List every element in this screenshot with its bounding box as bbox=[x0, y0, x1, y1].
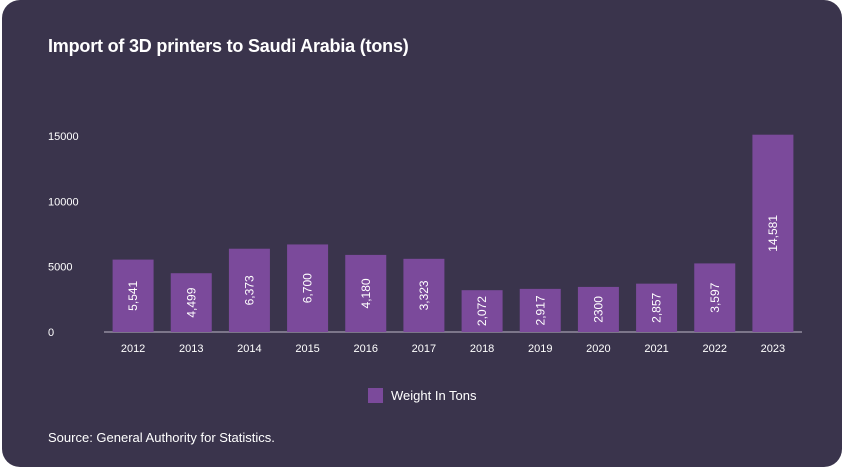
x-tick-label: 2022 bbox=[703, 343, 727, 355]
bar-data-label: 2,917 bbox=[533, 295, 547, 325]
y-tick-label: 5000 bbox=[48, 262, 72, 274]
x-tick-label: 2014 bbox=[237, 343, 261, 355]
legend-label: Weight In Tons bbox=[391, 388, 477, 403]
bar bbox=[228, 248, 270, 332]
bar bbox=[636, 283, 678, 332]
y-tick-label: 10000 bbox=[48, 196, 79, 208]
x-tick-label: 2023 bbox=[761, 343, 785, 355]
bar-data-label: 14,581 bbox=[766, 215, 780, 252]
x-tick-label: 2013 bbox=[179, 343, 203, 355]
x-tick-label: 2015 bbox=[295, 343, 319, 355]
x-tick-label: 2019 bbox=[528, 343, 552, 355]
bar bbox=[752, 134, 794, 332]
bar-data-label: 6,373 bbox=[242, 275, 256, 305]
bar bbox=[519, 288, 561, 332]
bar bbox=[112, 259, 154, 332]
bar bbox=[694, 263, 736, 332]
bar-data-label: 5,541 bbox=[126, 280, 140, 310]
bar bbox=[345, 254, 387, 332]
y-tick-label: 15000 bbox=[48, 131, 79, 143]
x-tick-label: 2012 bbox=[121, 343, 145, 355]
bar-data-label: 4,180 bbox=[359, 278, 373, 308]
bar bbox=[287, 244, 329, 332]
legend-swatch bbox=[368, 388, 383, 403]
source-note: Source: General Authority for Statistics… bbox=[48, 430, 275, 445]
bar-data-label: 2,072 bbox=[475, 296, 489, 326]
bar bbox=[403, 258, 445, 332]
bar-data-label: 4,499 bbox=[184, 287, 198, 317]
x-tick-label: 2016 bbox=[354, 343, 378, 355]
x-tick-label: 2018 bbox=[470, 343, 494, 355]
x-tick-label: 2021 bbox=[644, 343, 668, 355]
legend: Weight In Tons bbox=[368, 388, 477, 403]
x-tick-label: 2017 bbox=[412, 343, 436, 355]
chart-title: Import of 3D printers to Saudi Arabia (t… bbox=[48, 36, 409, 56]
x-tick-label: 2020 bbox=[586, 343, 610, 355]
bar bbox=[461, 290, 503, 332]
bar-data-label: 2300 bbox=[591, 296, 605, 323]
bar bbox=[577, 286, 619, 332]
bar bbox=[170, 273, 212, 332]
bar-data-label: 3,597 bbox=[708, 282, 722, 312]
y-tick-label: 0 bbox=[48, 327, 54, 339]
bar-data-label: 6,700 bbox=[301, 273, 315, 303]
bar-data-label: 3,323 bbox=[417, 280, 431, 310]
bar-data-label: 2,857 bbox=[650, 292, 664, 322]
